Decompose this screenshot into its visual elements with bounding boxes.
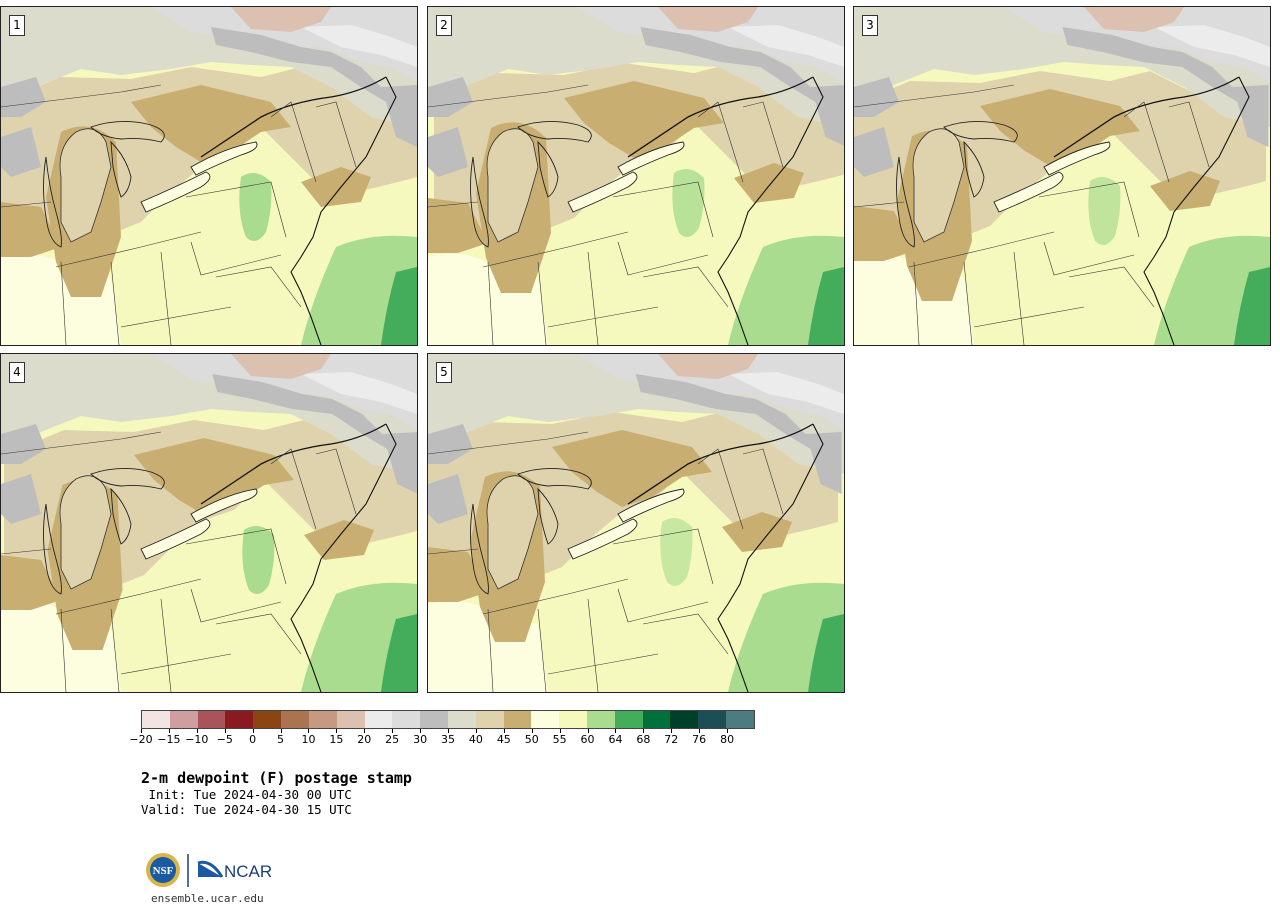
colorbar-cell <box>336 711 365 728</box>
colorbar-tick-mark <box>475 729 477 733</box>
colorbar-tick-label: 68 <box>636 733 651 746</box>
colorbar-tick-label: 76 <box>692 733 707 746</box>
colorbar-tick-label: 45 <box>496 733 511 746</box>
colorbar-tick-label: 10 <box>301 733 316 746</box>
colorbar-tick-mark <box>699 729 701 733</box>
colorbar-cell <box>197 711 226 728</box>
colorbar-tick-label: 5 <box>277 733 285 746</box>
website-url: ensemble.ucar.edu <box>151 892 264 905</box>
colorbar-cell <box>559 711 587 728</box>
colorbar-cell <box>698 711 727 728</box>
colorbar-tick-label: 72 <box>664 733 679 746</box>
colorbar-cell <box>531 711 560 728</box>
colorbar-cell <box>670 711 699 728</box>
colorbar-tick-label: 55 <box>552 733 567 746</box>
map-panel-3: 3 <box>853 6 1271 346</box>
colorbar-tick-mark <box>671 729 673 733</box>
nsf-logo: NSF <box>146 853 180 887</box>
colorbar-cell <box>364 711 393 728</box>
colorbar-tick-label: 20 <box>357 733 372 746</box>
map-panel-4: 4 <box>0 353 418 693</box>
colorbar-cell <box>726 711 754 728</box>
valid-time: Valid: Tue 2024-04-30 15 UTC <box>141 802 352 817</box>
colorbar-cell <box>308 711 337 728</box>
colorbar-tick-mark <box>448 729 449 733</box>
colorbar-cell <box>169 711 198 728</box>
colorbar-cell <box>253 711 282 728</box>
panel-number-label: 2 <box>436 15 452 36</box>
colorbar-tick-mark <box>531 729 533 733</box>
map-panel-1: 1 <box>0 6 418 346</box>
colorbar-tick-mark <box>336 729 338 733</box>
colorbar-tick-mark <box>587 729 589 733</box>
ncar-logo-text: NCAR <box>224 862 272 881</box>
colorbar-tick-mark <box>503 729 505 733</box>
colorbar-tick-label: −10 <box>185 733 209 746</box>
colorbar-tick-label: 60 <box>580 733 595 746</box>
colorbar-tick-mark <box>615 729 617 733</box>
colorbar-tick-label: 40 <box>468 733 483 746</box>
colorbar-tick-mark <box>252 729 254 733</box>
colorbar-tick-label: 30 <box>413 733 428 746</box>
panel-number-label: 1 <box>9 15 25 36</box>
colorbar-cell <box>447 711 476 728</box>
panel-number-label: 5 <box>436 362 452 383</box>
colorbar-tick-mark <box>392 729 394 733</box>
colorbar-tick-label: −5 <box>216 733 233 746</box>
chart-title: 2-m dewpoint (F) postage stamp <box>141 769 412 787</box>
colorbar-tick-label: −15 <box>157 733 181 746</box>
panel-number-label: 3 <box>862 15 878 36</box>
colorbar-cell <box>142 711 170 728</box>
map-panel-2: 2 <box>427 6 845 346</box>
ncar-logo: NCAR <box>197 860 272 881</box>
colorbar-cell <box>475 711 504 728</box>
colorbar-tick-mark <box>364 729 366 733</box>
colorbar-cell <box>281 711 309 728</box>
colorbar-cell <box>614 711 643 728</box>
map-panel-5: 5 <box>427 353 845 693</box>
colorbar-tick-label: 35 <box>441 733 455 746</box>
colorbar-tick-label: −20 <box>129 733 153 746</box>
colorbar-tick-label: 25 <box>385 733 400 746</box>
colorbar-tick-mark <box>196 729 198 733</box>
colorbar-ticks: −20 −15 −10 −5 0 5 10 15 20 25 30 35 40 45 50 55 60 64 68 7… <box>0 733 1280 749</box>
colorbar <box>141 710 755 729</box>
colorbar-cell <box>392 711 421 728</box>
init-time: Init: Tue 2024-04-30 00 UTC <box>141 787 352 802</box>
colorbar-cell <box>642 711 671 728</box>
colorbar-cell <box>587 711 615 728</box>
colorbar-cell <box>503 711 532 728</box>
logos: NSF NCAR <box>145 851 275 891</box>
colorbar-tick-label: 50 <box>524 733 539 746</box>
colorbar-tick-mark <box>727 729 729 733</box>
colorbar-cell <box>225 711 254 728</box>
colorbar-tick-label: 15 <box>329 733 344 746</box>
colorbar-tick-label: 0 <box>249 733 257 746</box>
colorbar-tick-mark <box>141 729 142 733</box>
nsf-logo-text: NSF <box>153 865 174 877</box>
colorbar-tick-mark <box>643 729 645 733</box>
colorbar-tick-mark <box>420 729 422 733</box>
colorbar-tick-mark <box>308 729 310 733</box>
colorbar-tick-mark <box>224 729 226 733</box>
panel-number-label: 4 <box>9 362 25 383</box>
colorbar-tick-mark <box>168 729 170 733</box>
colorbar-tick-mark <box>280 729 282 733</box>
colorbar-cell <box>420 711 448 728</box>
colorbar-tick-label: 80 <box>720 733 735 746</box>
colorbar-tick-mark <box>559 729 561 733</box>
colorbar-tick-label: 64 <box>608 733 623 746</box>
